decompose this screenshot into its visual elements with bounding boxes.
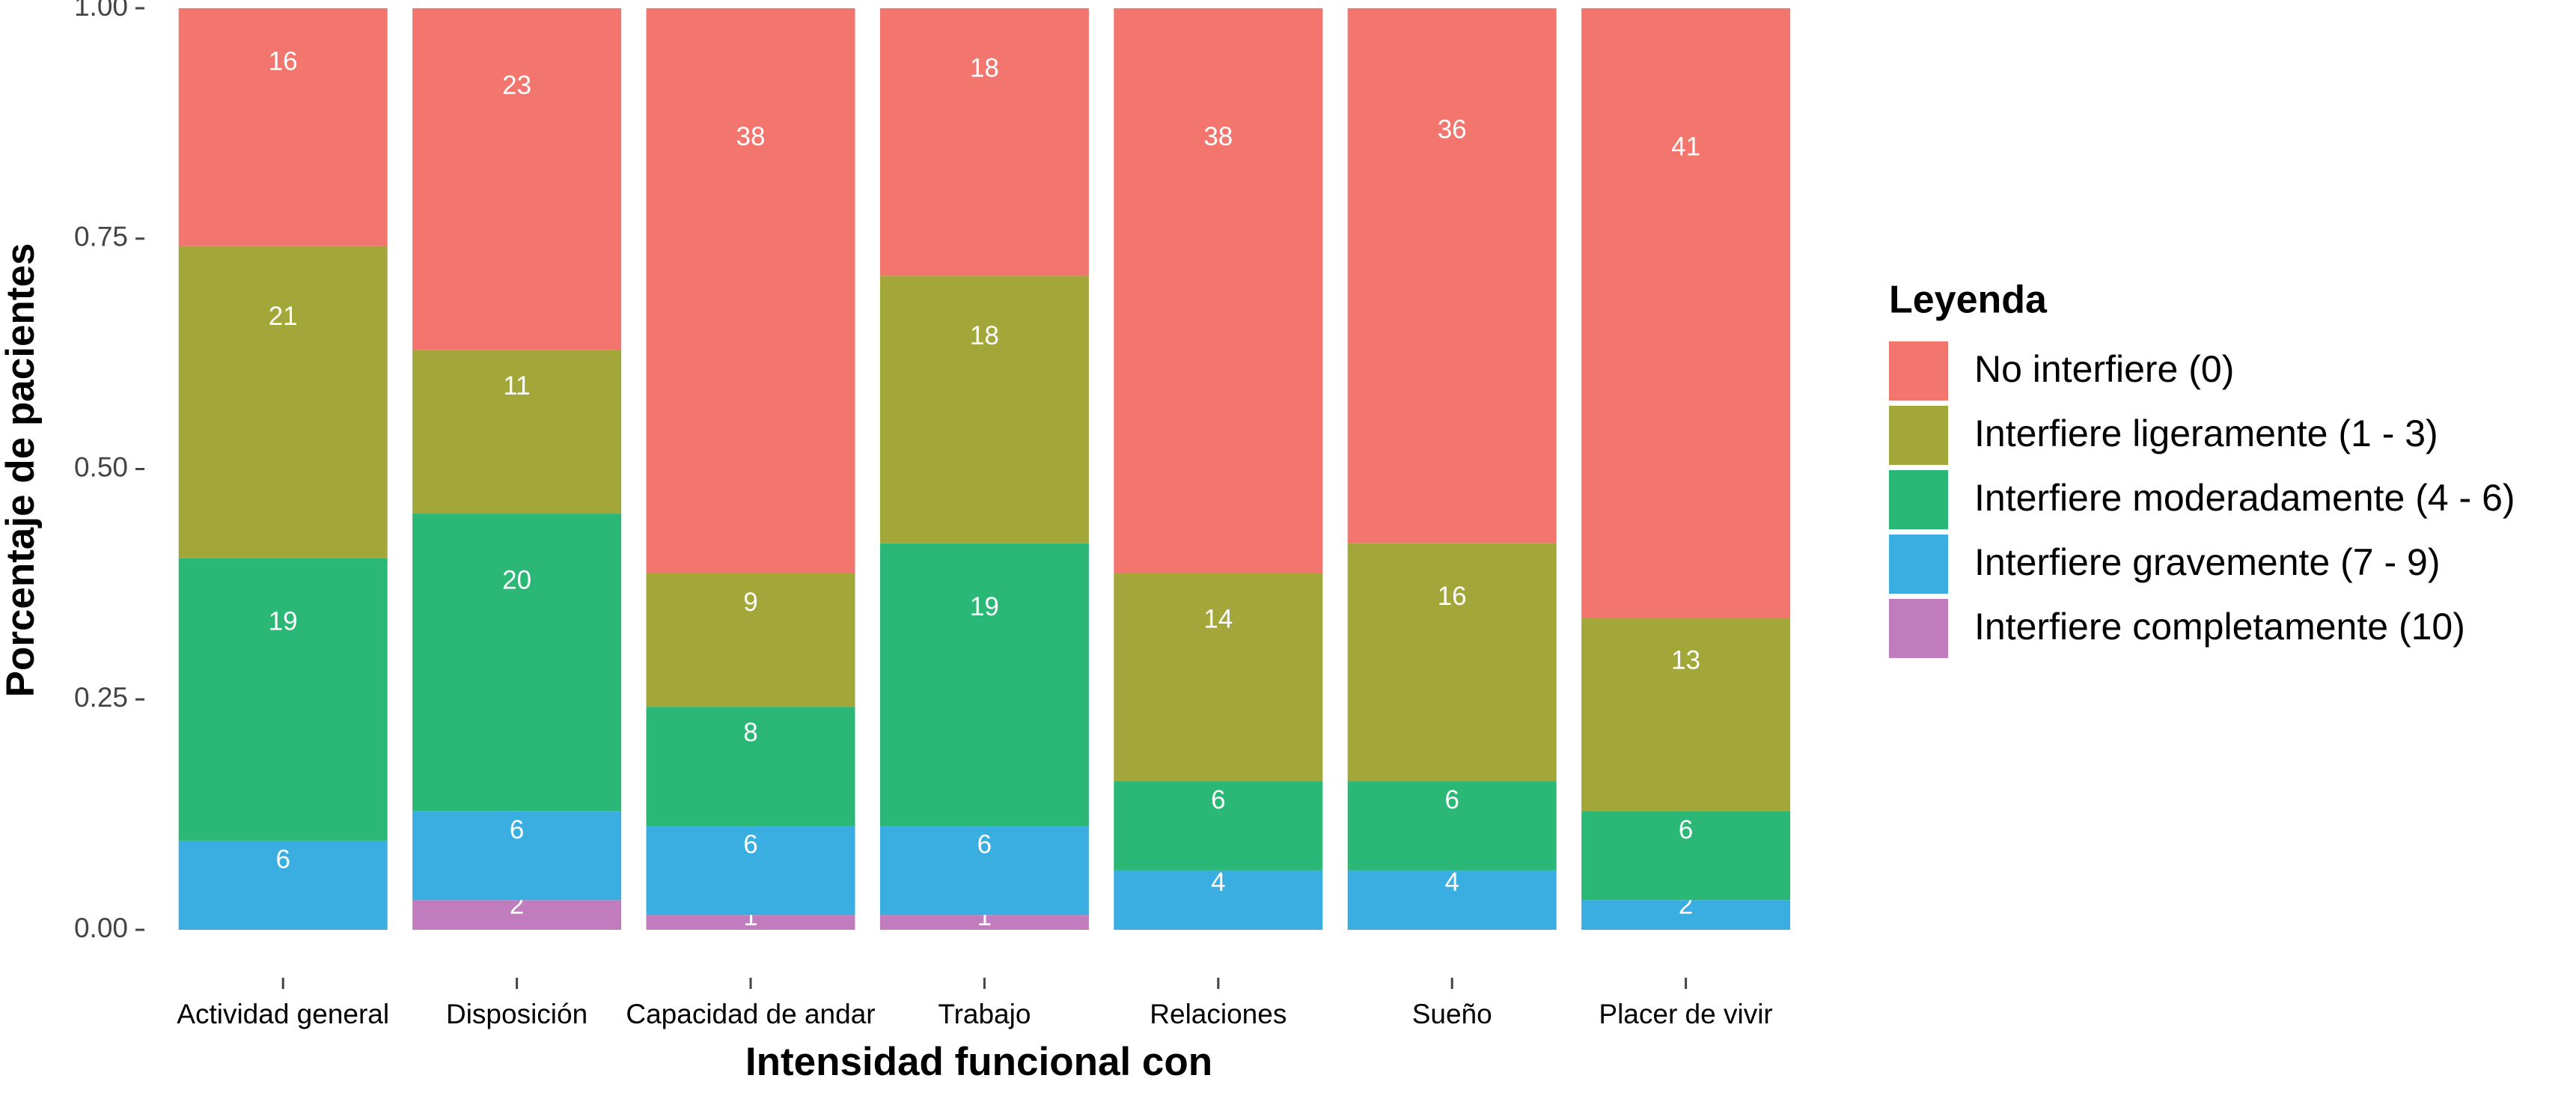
- data-label: 16: [1438, 582, 1467, 611]
- x-tick-label: Trabajo: [938, 999, 1031, 1029]
- legend-label: Interfiere gravemente (7 - 9): [1974, 541, 2441, 583]
- bar-segment: [879, 915, 1089, 930]
- bar-segment: [1581, 811, 1791, 901]
- data-label: 38: [1203, 122, 1233, 151]
- bar-segment: [646, 915, 855, 930]
- data-label: 4: [1444, 868, 1459, 897]
- data-label: 23: [502, 70, 531, 100]
- bar-segment: [1581, 618, 1791, 812]
- x-tick-label: Placer de vivir: [1599, 999, 1772, 1029]
- data-label: 20: [502, 566, 531, 595]
- bar-segment: [412, 900, 622, 930]
- data-label: 4: [1211, 868, 1225, 897]
- data-label: 41: [1671, 132, 1700, 161]
- legend-label: Interfiere ligeramente (1 - 3): [1974, 412, 2438, 454]
- data-label: 6: [977, 830, 992, 859]
- bar-segment: [1581, 8, 1791, 618]
- bar-segment: [1114, 870, 1323, 930]
- x-tick-label: Disposición: [446, 999, 587, 1029]
- legend-title: Leyenda: [1889, 278, 2048, 322]
- bar-segment: [879, 275, 1089, 544]
- bar-segment: [178, 8, 388, 246]
- x-axis-title: Intensidad funcional con: [745, 1040, 1212, 1084]
- data-label: 14: [1203, 605, 1233, 634]
- legend-label: Interfiere moderadamente (4 - 6): [1974, 477, 2515, 519]
- y-tick-label: 0.75: [74, 222, 128, 252]
- data-label: 8: [743, 718, 757, 747]
- bar-segment: [1347, 781, 1557, 871]
- bar-segment: [646, 8, 855, 573]
- data-label: 18: [970, 53, 999, 82]
- data-label: 38: [736, 122, 766, 151]
- bar-segment: [1114, 8, 1323, 573]
- legend-key: [1889, 535, 1948, 594]
- bar-segment: [1347, 543, 1557, 782]
- data-label: 6: [275, 845, 290, 874]
- legend-key: [1889, 406, 1948, 465]
- data-label: 19: [269, 607, 298, 636]
- bar-segment: [178, 246, 388, 558]
- x-tick-label: Sueño: [1412, 999, 1492, 1029]
- bar-segment: [412, 811, 622, 901]
- bar-segment: [646, 826, 855, 916]
- data-label: 21: [269, 302, 298, 331]
- x-tick-label: Actividad general: [177, 999, 389, 1029]
- bar-segment: [412, 8, 622, 350]
- legend-label: Interfiere completamente (10): [1974, 606, 2465, 648]
- x-tick-label: Relaciones: [1150, 999, 1287, 1029]
- data-label: 19: [970, 592, 999, 621]
- data-label: 6: [743, 830, 757, 859]
- data-label: 18: [970, 321, 999, 350]
- bar-segment: [879, 8, 1089, 276]
- bar-segment: [646, 707, 855, 826]
- y-axis-title: Porcentaje de pacientes: [0, 243, 43, 698]
- legend-label: No interfiere (0): [1974, 348, 2234, 390]
- bar-segment: [1114, 781, 1323, 871]
- legend-key: [1889, 470, 1948, 529]
- bar-segment: [646, 573, 855, 707]
- bar-segment: [1114, 573, 1323, 782]
- x-tick-label: Capacidad de andar: [626, 999, 875, 1029]
- data-label: 9: [743, 588, 757, 617]
- bar-segment: [879, 826, 1089, 916]
- y-tick-label: 0.50: [74, 451, 128, 482]
- data-label: 6: [1211, 785, 1225, 815]
- bar-segment: [178, 558, 388, 841]
- bar-segment: [879, 543, 1089, 826]
- y-tick-label: 0.00: [74, 913, 128, 943]
- data-label: 36: [1438, 115, 1467, 144]
- y-tick-label: 1.00: [74, 0, 128, 22]
- legend-key: [1889, 599, 1948, 658]
- bar-segment: [1581, 900, 1791, 930]
- data-label: 6: [1444, 785, 1459, 815]
- data-label: 13: [1671, 646, 1700, 675]
- bar-segment: [412, 350, 622, 514]
- bar-segment: [412, 514, 622, 812]
- bar-segment: [178, 840, 388, 930]
- bar-segment: [1347, 8, 1557, 544]
- bar-segment: [1347, 870, 1557, 930]
- data-label: 6: [510, 815, 524, 844]
- y-tick-label: 0.25: [74, 682, 128, 713]
- data-label: 6: [1679, 815, 1693, 844]
- data-label: 16: [269, 46, 298, 76]
- legend-key: [1889, 341, 1948, 401]
- data-label: 11: [503, 371, 530, 401]
